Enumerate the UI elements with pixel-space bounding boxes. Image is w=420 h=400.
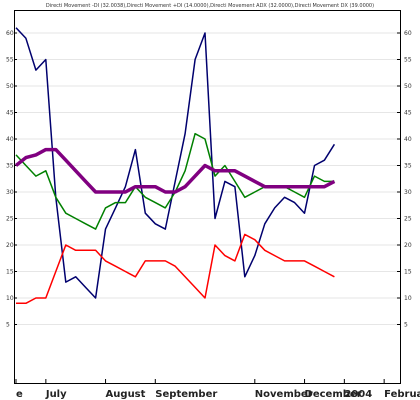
y-tick-label-left: 10 [6,295,14,302]
series-line-4 [14,147,336,194]
x-tick-label: February [384,389,420,400]
y-tick-label-right: 30 [404,189,412,196]
x-tick-label: 2004 [344,389,372,400]
y-tick-label-right: 50 [404,83,412,90]
chart-legend: Directi Movement -DI (32.0038),Directi M… [46,3,374,9]
y-tick-label-right: 60 [404,30,412,37]
x-tick-label: July [45,389,67,400]
x-tick-label: e [16,389,23,400]
y-tick-label-left: 50 [6,83,14,90]
series-line-1 [15,27,336,299]
y-tick-label-left: 25 [6,216,14,223]
grid-layer [14,32,400,325]
y-tick-label-left: 15 [6,269,14,276]
y-tick-label-left: 40 [6,136,14,143]
x-tick-label: December [305,389,362,400]
y-tick-label-left: 30 [6,189,14,196]
x-tick-label: August [106,389,146,400]
series-layer [14,27,336,305]
y-tick-label-right: 35 [404,163,412,170]
y-tick-label-right: 25 [404,216,412,223]
y-tick-label-left: 45 [6,110,14,117]
y-tick-label-right: 40 [404,136,412,143]
y-tick-label-left: 20 [6,242,14,249]
y-tick-label-right: 45 [404,110,412,117]
y-tick-label-left: 35 [6,163,14,170]
series-line-3 [16,233,335,305]
y-tick-label-left: 5 [6,322,10,329]
x-tick-label: November [255,389,313,400]
y-tick-label-right: 10 [404,295,412,302]
x-ticks: e July August September NovemberDecember2004… [15,379,420,400]
x-tick-label: September [155,389,217,400]
plot-frame [14,10,401,384]
y-tick-label-right: 15 [404,269,412,276]
y-tick-label-right: 20 [404,242,412,249]
y-tick-label-left: 55 [6,57,14,64]
y-tick-label-left: 60 [6,30,14,37]
y-tick-label-right: 5 [404,322,408,329]
y-tick-label-right: 55 [404,57,412,64]
